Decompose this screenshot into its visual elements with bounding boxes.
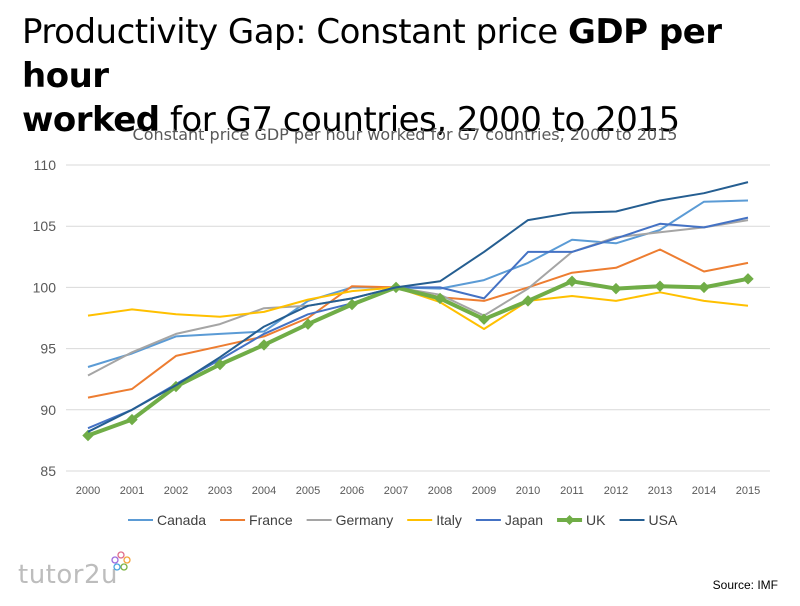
x-tick-label: 2011 — [560, 485, 584, 497]
x-tick-label: 2005 — [296, 485, 320, 497]
y-tick-label: 95 — [40, 341, 56, 357]
x-tick-label: 2010 — [516, 485, 540, 497]
series-line-uk — [87, 276, 749, 438]
series-line-usa — [87, 181, 749, 433]
y-tick-label: 110 — [34, 157, 57, 173]
x-tick-label: 2015 — [736, 485, 760, 497]
x-tick-label: 2009 — [472, 485, 496, 497]
grid — [66, 164, 770, 472]
x-tick-label: 2008 — [428, 485, 452, 497]
legend-label: Germany — [336, 512, 394, 528]
page-title: Productivity Gap: Constant price GDP per… — [22, 10, 782, 142]
page-title-part2: for G7 countries, 2000 to 2015 — [159, 100, 680, 140]
y-tick-label: 90 — [40, 402, 56, 418]
data-point-uk — [610, 282, 622, 295]
series-line-japan — [87, 216, 749, 430]
x-tick-label: 2007 — [384, 485, 408, 497]
series-line-france — [87, 248, 749, 399]
x-tick-label: 2000 — [76, 485, 100, 497]
y-tick-label: 105 — [33, 218, 57, 234]
x-tick-label: 2004 — [252, 485, 276, 497]
data-point-uk — [434, 292, 446, 305]
legend-item-uk: UK — [557, 512, 606, 528]
source-note: Source: IMF — [712, 578, 778, 592]
x-tick-label: 2013 — [648, 485, 672, 497]
data-point-uk — [214, 358, 226, 371]
legend-item-germany: Germany — [306, 512, 394, 528]
y-tick-label: 100 — [33, 279, 57, 295]
x-tick-label: 2014 — [692, 485, 716, 497]
plot-area — [82, 181, 754, 442]
x-tick-label: 2006 — [340, 485, 364, 497]
page-title-bold1: GDP per hour — [22, 12, 722, 96]
legend-item-italy: Italy — [407, 512, 462, 528]
data-point-uk — [258, 339, 270, 351]
y-tick-label: 85 — [40, 463, 56, 479]
data-point-uk — [82, 429, 94, 442]
y-axis: 85 90 95 100 105 110 — [33, 157, 57, 479]
x-axis: 2000 2001 2002 2003 2004 2005 2006 2007 2008 2009… — [76, 485, 760, 497]
legend-label: Canada — [157, 512, 206, 528]
chart-title: Constant price GDP per hour worked for G… — [133, 125, 678, 144]
data-point-uk — [478, 313, 490, 325]
legend-marker — [564, 515, 575, 525]
x-tick-label: 2001 — [120, 485, 144, 497]
legend-item-france: France — [220, 512, 293, 528]
series-line-germany — [87, 219, 749, 377]
data-point-uk — [302, 318, 314, 330]
page-title-bold2: worked — [22, 100, 160, 140]
page-title-part1: Productivity Gap: Constant price — [22, 12, 568, 52]
data-point-uk — [346, 298, 358, 311]
legend-label: France — [249, 512, 293, 528]
x-tick-label: 2002 — [164, 485, 188, 497]
data-point-uk — [742, 273, 754, 285]
flower-logo-icon — [111, 551, 131, 571]
legend-label: USA — [649, 512, 678, 528]
legend-label: Italy — [436, 512, 462, 528]
x-tick-label: 2003 — [208, 485, 232, 497]
legend-item-japan: Japan — [475, 512, 543, 528]
legend-item-canada: Canada — [128, 512, 206, 528]
data-point-uk — [654, 280, 666, 292]
data-point-uk — [126, 413, 138, 426]
data-point-uk — [698, 281, 710, 294]
legend-label: UK — [586, 512, 606, 528]
legend-item-usa: USA — [619, 512, 678, 528]
data-point-uk — [522, 295, 534, 307]
data-point-uk — [566, 275, 578, 287]
legend-label: Japan — [505, 512, 543, 528]
legend: Canada France Germany Italy Japan UK USA — [128, 512, 678, 528]
tutor2u-logo: tutor2u — [18, 560, 118, 590]
x-tick-label: 2012 — [604, 485, 628, 497]
